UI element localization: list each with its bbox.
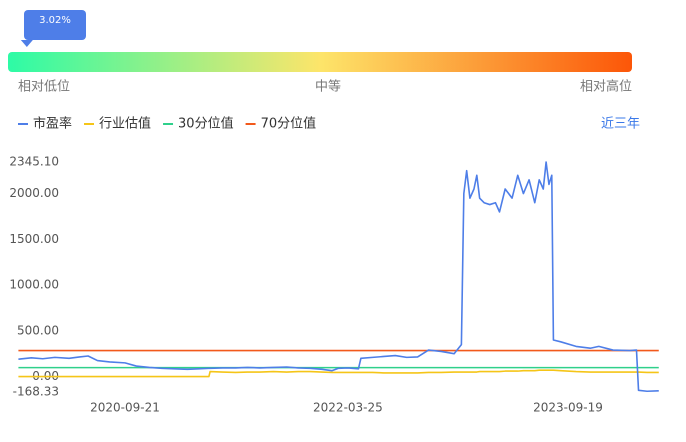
x-tick-label: 2023-09-19 [533,401,603,415]
legend-label: 市盈率 [33,116,72,132]
x-tick-label: 2022-03-25 [313,401,383,415]
y-tick-label: 1000.00 [9,278,59,292]
range-link[interactable]: 近三年 [601,117,640,132]
y-tick-label: -168.33 [13,385,59,399]
gauge-low-label: 相对低位 [18,80,70,95]
gauge-value-label: 3.02% [39,15,71,26]
gauge-pointer [20,40,33,47]
gauge-bar [8,52,632,72]
y-tick-label: 2345.10 [9,155,59,169]
x-tick-label: 2020-09-21 [90,401,160,415]
gauge-mid-label: 中等 [315,79,341,95]
legend-label: 30分位值 [178,116,234,132]
gauge-high-label: 相对高位 [580,79,632,95]
gauge-badge [24,10,86,40]
legend-label: 行业估值 [99,116,151,132]
y-tick-label: 500.00 [17,323,59,337]
legend-label: 70分位值 [261,116,317,132]
series-line [18,161,659,393]
y-tick-label: 2000.00 [9,186,59,200]
y-tick-label: 1500.00 [9,232,59,246]
series-line [18,369,659,378]
